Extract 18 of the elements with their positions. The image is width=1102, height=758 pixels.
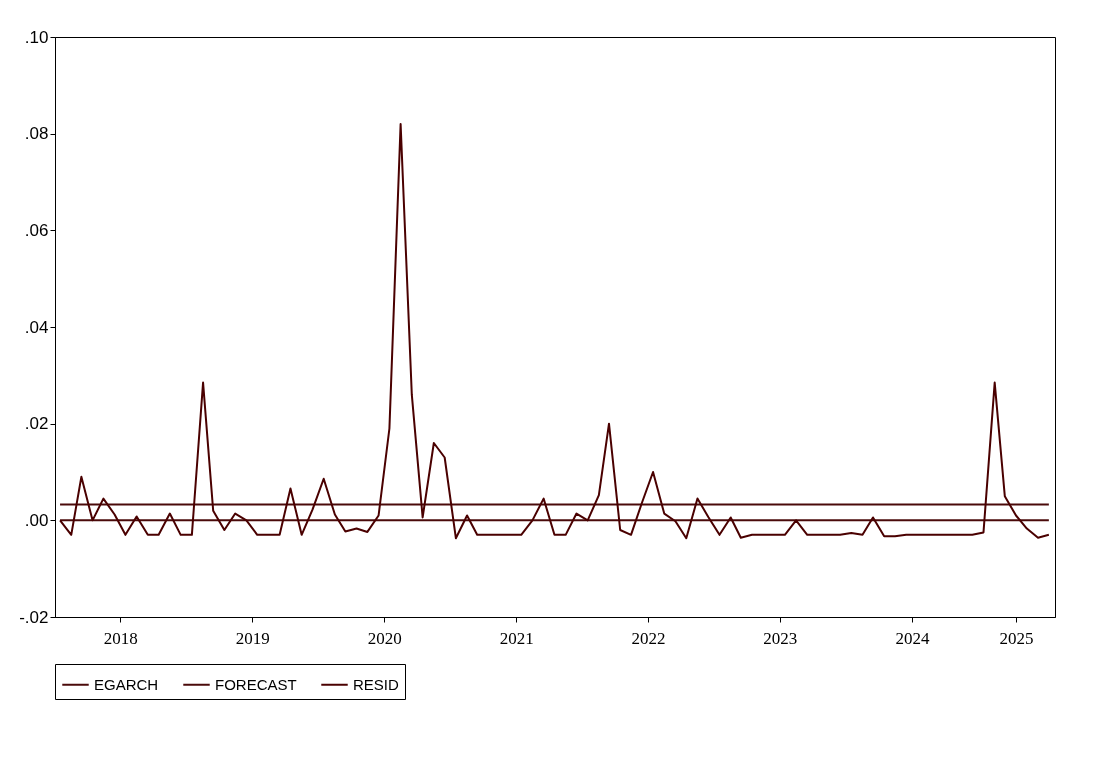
y-tick-label: -.02 [19, 607, 49, 627]
y-tick-label: .10 [24, 27, 49, 47]
y-tick-label: .00 [24, 510, 49, 530]
x-tick-label: 2025 [999, 628, 1034, 648]
x-tick-label: 2022 [631, 628, 666, 648]
y-tick-label: .04 [24, 317, 49, 337]
legend-label: RESID [353, 675, 400, 693]
x-tick-label: 2023 [763, 628, 798, 648]
x-tick-label: 2018 [103, 628, 138, 648]
x-tick-label: 2021 [499, 628, 534, 648]
x-tick-label: 2019 [235, 628, 270, 648]
y-tick-label: .06 [24, 220, 49, 240]
legend-label: FORECAST [215, 675, 297, 693]
legend-label: EGARCH [94, 675, 159, 693]
y-tick-label: .02 [24, 414, 49, 434]
x-tick-label: 2020 [367, 628, 402, 648]
y-tick-label: .08 [24, 124, 49, 144]
x-tick-label: 2024 [895, 628, 930, 648]
